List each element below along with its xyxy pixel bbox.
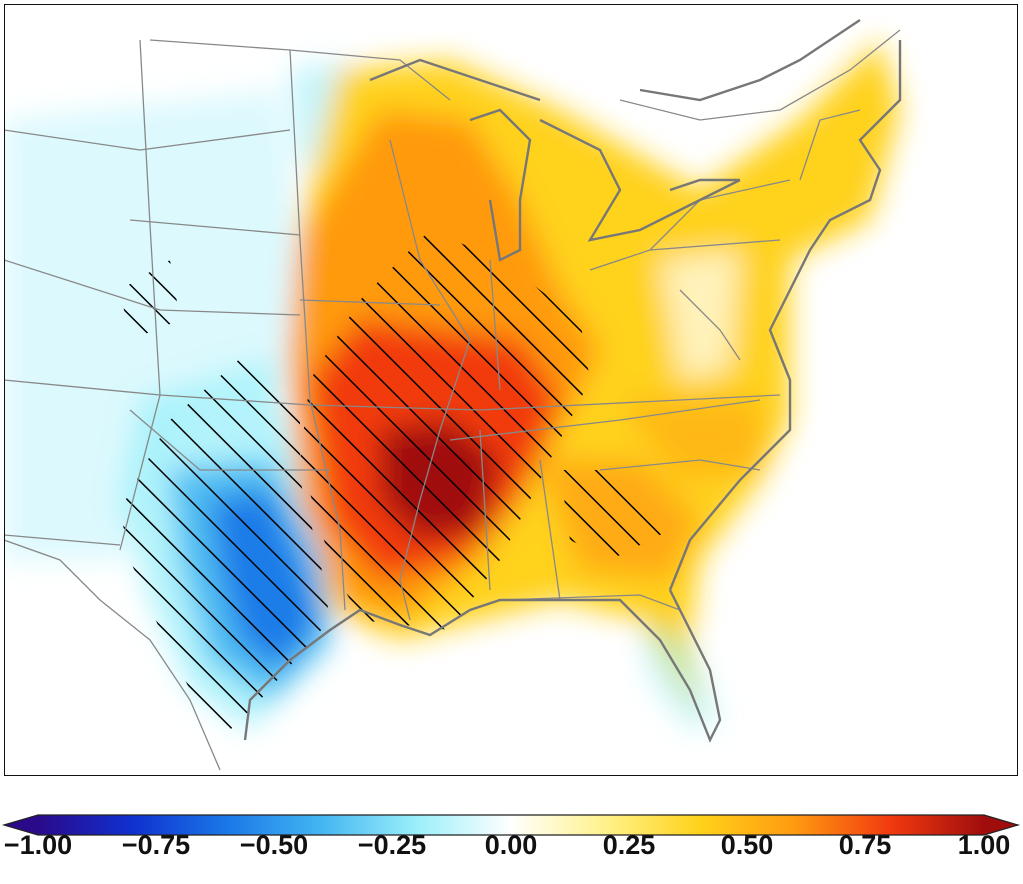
colorbar xyxy=(1,814,1021,836)
hatch-region-georgia xyxy=(560,470,670,560)
colorbar-gradient xyxy=(38,815,984,835)
colorbar-tick-label: −0.75 xyxy=(121,830,191,860)
hatch-region-kansas xyxy=(120,260,180,340)
hatch-region-texas xyxy=(120,350,330,730)
significance-hatching xyxy=(120,230,670,730)
map-panel xyxy=(4,4,1018,776)
state-line-tx-ok xyxy=(129,409,330,471)
coastline-lake-michigan xyxy=(469,108,532,262)
state-line-tx-west xyxy=(4,534,121,546)
coastline-gulf xyxy=(243,589,722,743)
state-line-il-in xyxy=(489,259,501,391)
colorbar-tick-label: 0.50 xyxy=(720,830,774,860)
colorbar-min-arrow xyxy=(4,815,38,835)
colorbar-tick-label: −1.00 xyxy=(3,830,73,860)
colorbar-tick-label: 0.00 xyxy=(484,830,538,860)
state-line-mexico xyxy=(4,539,221,771)
coastline-lake-ontario xyxy=(669,178,740,192)
state-line-nc-sc xyxy=(599,459,761,471)
colorbar-tick-label: −0.25 xyxy=(357,830,427,860)
state-line-mo-iowa xyxy=(299,299,441,306)
coastline-lake-huron-erie xyxy=(539,118,741,242)
state-boundaries xyxy=(4,29,901,771)
coastlines xyxy=(243,19,902,743)
state-line-ms-al xyxy=(479,429,491,591)
field-white-appalachia xyxy=(660,250,740,380)
state-line-ne-ks xyxy=(4,259,301,316)
state-line-wv-va xyxy=(679,289,741,361)
colorbar-outline xyxy=(1,814,1021,836)
state-line-ky-tn xyxy=(449,399,761,441)
coastline-atlantic xyxy=(668,40,902,591)
state-line-fl-ga xyxy=(499,594,681,611)
colorbar-tick-label: 0.75 xyxy=(838,830,892,860)
hatch-region-south-central xyxy=(300,230,590,630)
field-orange-carolinas xyxy=(620,400,760,480)
state-line-mn-west xyxy=(289,49,346,611)
state-line-sd-ne xyxy=(129,219,301,236)
state-line-new-england xyxy=(799,109,861,181)
coastline-st-lawrence xyxy=(639,19,861,102)
state-line-west-meridian xyxy=(119,39,161,551)
colorbar-tick-label: 1.00 xyxy=(957,830,1011,860)
state-line-north-plains xyxy=(4,129,291,151)
state-line-canada-east xyxy=(619,29,901,121)
state-line-al-ga xyxy=(539,459,561,601)
state-line-canada xyxy=(149,39,451,101)
colorbar-tick-label: −0.50 xyxy=(239,830,309,860)
state-line-mississippi-river xyxy=(389,139,471,621)
colorbar-tick-label: 0.25 xyxy=(602,830,656,860)
colorbar-max-arrow xyxy=(984,815,1018,835)
state-line-ks-ok xyxy=(4,379,781,411)
coastline-lake-superior xyxy=(369,58,541,102)
